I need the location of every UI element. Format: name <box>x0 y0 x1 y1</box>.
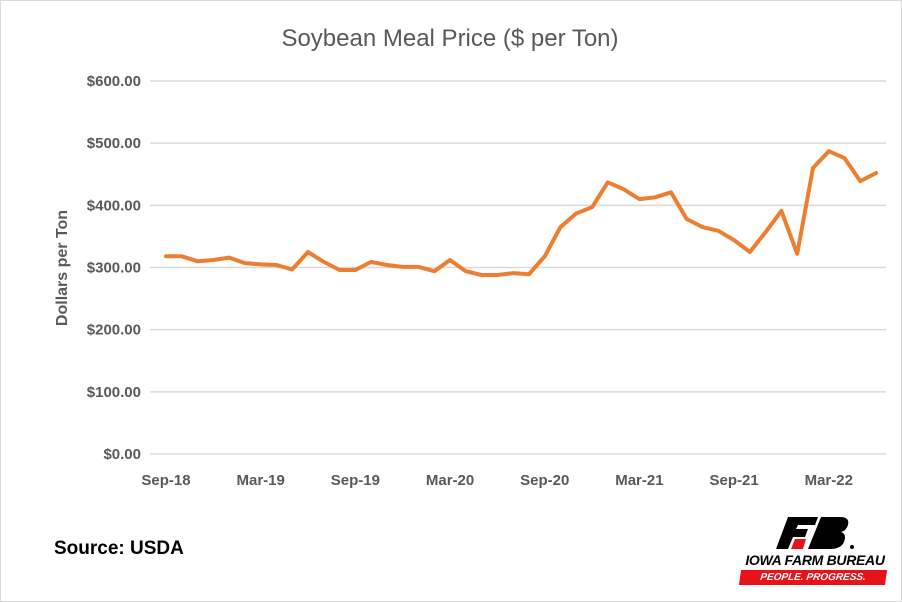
y-axis-label: Dollars per Ton <box>54 210 71 326</box>
chart-title: Soybean Meal Price ($ per Ton) <box>281 25 618 52</box>
y-tick-label: $300.00 <box>87 260 141 277</box>
y-tick-label: $100.00 <box>87 384 141 401</box>
x-tick-label: Sep-19 <box>331 472 380 489</box>
source-note: Source: USDA <box>54 538 184 559</box>
y-tick-label: $200.00 <box>87 322 141 339</box>
series-line-soybean-meal <box>164 149 879 277</box>
y-tick-label: $500.00 <box>87 135 141 152</box>
x-tick-label: Mar-22 <box>805 472 853 489</box>
logo-tagline: PEOPLE. PROGRESS. PRIDE.® <box>738 570 888 598</box>
iowa-farm-bureau-logo: IOWA FARM BUREAU PEOPLE. PROGRESS. PRIDE… <box>738 515 890 598</box>
y-tick-label: $400.00 <box>87 197 141 214</box>
logo-name: IOWA FARM BUREAU <box>745 552 885 568</box>
y-tick-label: $0.00 <box>103 446 141 463</box>
fb-logo-icon <box>776 517 854 549</box>
x-tick-label: Sep-18 <box>141 472 190 489</box>
x-tick-label: Mar-20 <box>426 472 474 489</box>
x-tick-label: Sep-21 <box>709 472 758 489</box>
x-tick-label: Mar-21 <box>615 472 663 489</box>
x-tick-label: Sep-20 <box>520 472 569 489</box>
x-tick-label: Mar-19 <box>237 472 285 489</box>
y-tick-label: $600.00 <box>87 73 141 90</box>
